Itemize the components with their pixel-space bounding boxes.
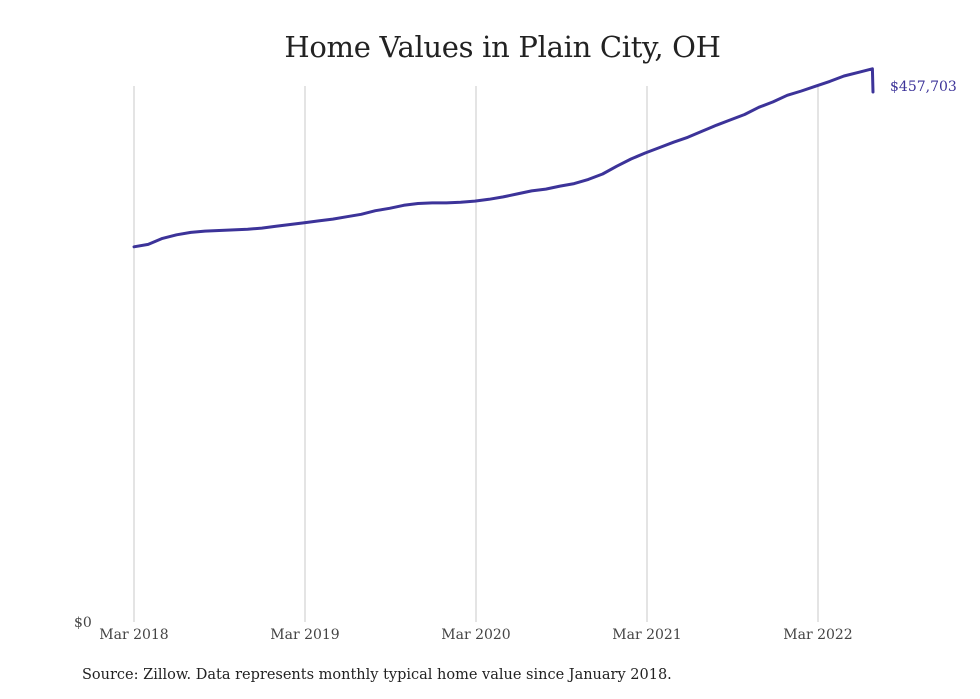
x-tick-label: Mar 2018 [99, 627, 168, 643]
series-line-group [132, 67, 875, 249]
grid-lines [133, 86, 819, 622]
x-tick-label: Mar 2021 [612, 627, 681, 643]
x-tick-label: Mar 2022 [783, 627, 852, 643]
end-value-label: $457,703 [890, 79, 957, 95]
x-tick-label: Mar 2020 [441, 627, 510, 643]
chart-title: Home Values in Plain City, OH [284, 30, 721, 64]
y-tick-label: $0 [74, 615, 92, 631]
x-tick-label: Mar 2019 [270, 627, 339, 643]
axis-labels: Mar 2018 Mar 2019 Mar 2020 Mar 2021 Mar 2022… [74, 79, 957, 643]
source-note: Source: Zillow. Data represents monthly … [82, 667, 672, 683]
series-line [132, 67, 875, 249]
